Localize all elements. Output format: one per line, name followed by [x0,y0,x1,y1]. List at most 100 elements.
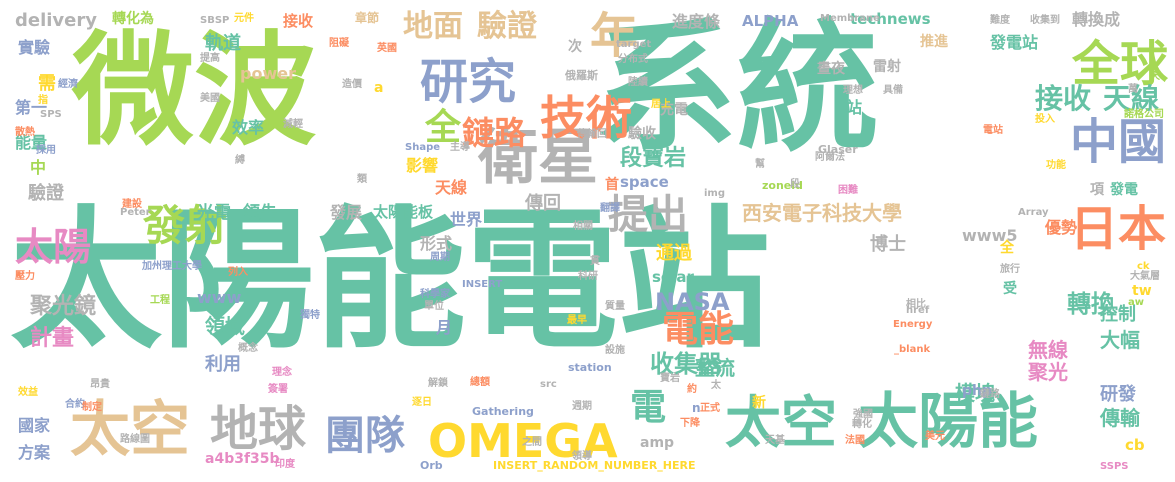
cloud-word: SBSP [200,15,230,26]
cloud-word: 博士 [870,234,906,255]
cloud-word: 加州理工大學 [142,261,202,272]
cloud-word: 微波 [72,20,316,162]
cloud-word: 電 [630,387,667,428]
cloud-word: 元件 [234,13,254,24]
cloud-word: 寶岩 [660,373,680,384]
cloud-word: 轉化 [852,419,872,430]
cloud-word: INSERT_RANDOM_NUMBER_HERE [493,459,696,472]
cloud-word: 縛 [235,155,245,166]
cloud-word: img [704,188,726,199]
cloud-word: 國家 [18,416,51,435]
cloud-word: 進度條 [672,12,721,31]
cloud-word: 採用 [36,145,56,156]
cloud-word: www5 [962,226,1018,245]
cloud-word: 下降 [680,418,700,429]
cloud-word: 印度 [275,459,295,470]
cloud-word: 強國 [853,409,873,420]
cloud-word: 全 [1000,240,1014,256]
cloud-word: 諾格公司 [1124,109,1164,120]
cloud-word: amp [640,435,675,451]
cloud-word: OMEGA [428,414,618,468]
cloud-word: Gathering [472,405,534,418]
cloud-word: 控制 [1100,304,1136,325]
cloud-word: 收集到 [1030,15,1060,26]
cloud-word: aw [1128,297,1144,308]
cloud-word: 轉化為 [112,11,154,27]
cloud-word: 站 [846,98,863,117]
cloud-word: 形式 [420,234,453,253]
cloud-word: 電站 [983,125,1003,136]
cloud-word: 收集器 [650,350,722,378]
cloud-word: Membrane [820,13,880,24]
cloud-word: a4b3f35b [205,451,280,467]
cloud-word: 驗證 [477,9,537,44]
cloud-word: 衛星 [478,123,598,193]
cloud-word: 法國 [845,435,865,446]
cloud-word: php [962,383,993,399]
cloud-word: 地球 [210,401,307,457]
cloud-word: 大氣層 [1130,271,1160,282]
cloud-word: ck [1137,261,1150,272]
cloud-word: 傳輸回 [577,129,607,140]
cloud-word: NASA [655,288,730,316]
cloud-word: 建設 [122,199,142,210]
cloud-word: 阿爾法 [815,152,845,163]
cloud-word: 發展 [330,203,363,222]
cloud-word: 居上 [651,99,671,110]
cloud-word: Shape [405,142,441,153]
cloud-word: 太空 [725,391,837,456]
cloud-word: 週期 [572,401,592,412]
cloud-word: ALPHA [742,12,799,30]
cloud-word: 分布式 [618,54,648,65]
cloud-word: 太陽能 [858,387,1038,457]
cloud-word: 質量 [605,301,625,312]
cloud-word: 效益 [18,387,38,398]
cloud-word: power [240,64,296,83]
cloud-word: 類 [357,174,367,185]
cloud-word: 利用 [205,354,241,375]
cloud-word: 合約 [65,399,85,410]
cloud-word: 第一 [15,98,48,117]
cloud-word: 領域 [205,314,245,338]
cloud-word: 影響 [406,156,439,175]
cloud-word: 轉換 [1067,290,1115,318]
cloud-word: 正式 [700,403,720,414]
cloud-word: 美國 [200,93,220,104]
cloud-word: 英國 [377,43,397,54]
cloud-word: 受 [1003,281,1017,297]
cloud-word: 太陽能板 [373,203,434,221]
cloud-word: 太空 [70,395,190,465]
cloud-word: 陸續 [628,77,648,88]
cloud-word: 研發 [1100,384,1136,405]
cloud-word: 萬 [1128,84,1138,95]
cloud-word: 太陽 [15,225,92,269]
cloud-word: 散熱 [15,127,35,138]
cloud-word: 天線 [1103,82,1160,115]
cloud-word: n [692,401,701,415]
cloud-word: 驗收 [628,126,656,142]
cloud-word: 制定 [82,402,102,413]
cloud-word: 世界 [450,210,483,229]
cloud-word: 周期 [430,252,450,263]
cloud-word: 晝夜 [817,61,845,77]
cloud-word: tw [1132,283,1152,299]
cloud-word: 段 [790,179,800,190]
cloud-word: 軌道 [205,33,241,54]
cloud-word: 旅行 [1000,264,1020,275]
cloud-word: 理念 [272,367,292,378]
cloud-word: 團隊 [325,413,405,459]
cloud-word: 需 [38,73,56,94]
cloud-word: 領導 [572,451,592,462]
cloud-word: 貫 [590,256,600,267]
cloud-word: SSPS [1100,461,1129,472]
cloud-word: station [568,361,612,374]
cloud-word: 聚光鏡 [30,294,97,319]
cloud-word: href [906,305,930,316]
cloud-word: 工程 [150,295,170,306]
cloud-word: 接收 [1035,82,1092,115]
cloud-word: 昂貴 [90,379,110,390]
cloud-word: 天 [1150,71,1160,82]
cloud-word: 翻譯 [600,203,620,214]
cloud-word: 具備 [883,85,903,96]
